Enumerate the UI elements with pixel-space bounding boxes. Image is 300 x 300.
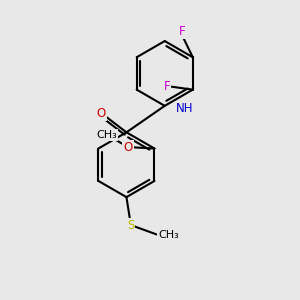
Text: F: F: [164, 80, 170, 93]
Text: CH₃: CH₃: [96, 130, 117, 140]
Text: O: O: [123, 141, 133, 154]
Text: NH: NH: [176, 102, 194, 115]
Text: CH₃: CH₃: [158, 230, 179, 239]
Text: O: O: [97, 107, 106, 120]
Text: S: S: [127, 219, 134, 232]
Text: F: F: [179, 25, 186, 38]
